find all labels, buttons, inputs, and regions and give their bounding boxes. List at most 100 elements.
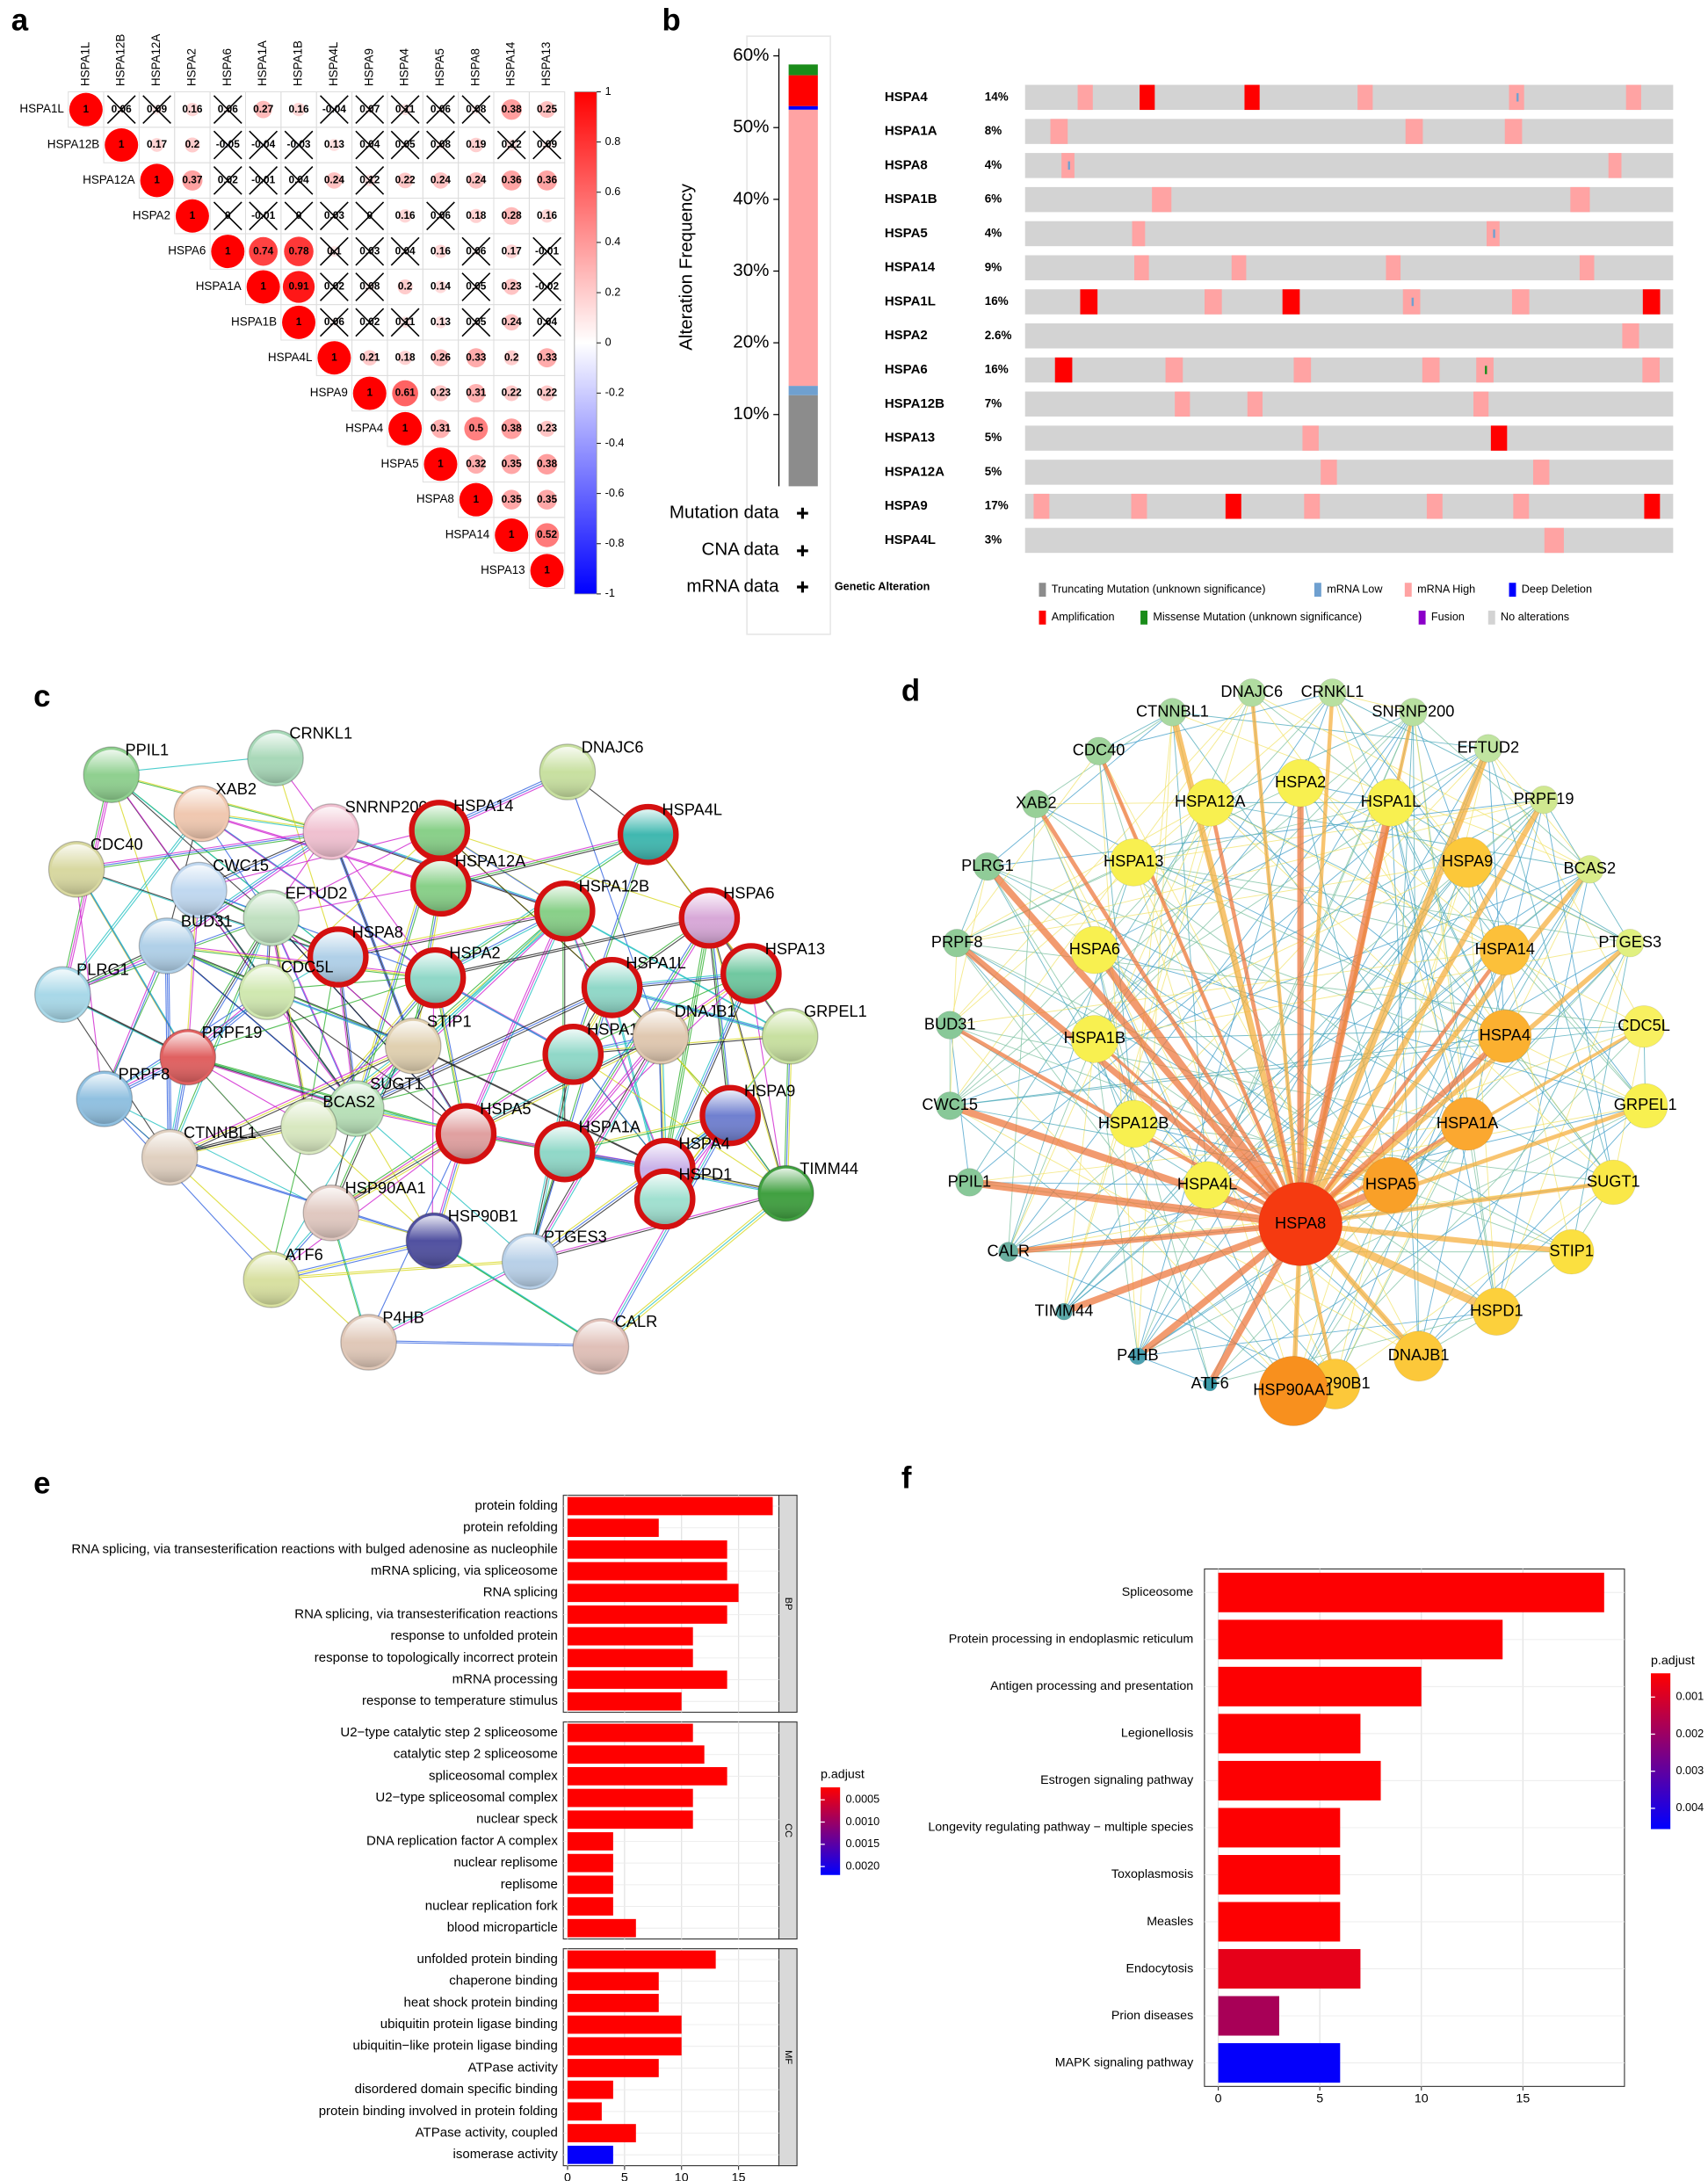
row-label: HSPA14	[445, 528, 490, 541]
track-label: CNA data	[702, 539, 780, 559]
altered-samples	[1608, 153, 1622, 178]
edge	[271, 917, 357, 1109]
node-label: HSPA12A	[455, 852, 526, 870]
correlation-value: 0.74	[253, 244, 273, 257]
insignificant-cross	[319, 201, 349, 231]
edge	[197, 828, 438, 889]
correlation-value: 0.17	[147, 138, 167, 150]
edge	[564, 910, 666, 1169]
node-sheen	[37, 969, 88, 1020]
insignificant-cross	[496, 130, 526, 160]
correlation-circle	[459, 482, 493, 517]
correlation-circle	[539, 385, 555, 402]
correlation-circle	[423, 447, 458, 482]
edge	[431, 975, 435, 1240]
correlation-value: 1	[366, 387, 373, 399]
edge	[1332, 692, 1545, 801]
edge	[571, 1052, 785, 1192]
correlation-value: 0.5	[469, 422, 484, 434]
correlation-circle	[539, 209, 554, 223]
edge	[527, 1113, 729, 1261]
correlation-circle	[501, 98, 522, 120]
altered-samples	[1304, 493, 1321, 519]
frequency-label: 5%	[985, 431, 1002, 444]
gene-node	[1276, 758, 1325, 808]
correlation-value: 0.36	[537, 174, 557, 186]
cell	[528, 552, 566, 590]
insignificant-cross	[249, 201, 279, 231]
row-label: HSPA6	[168, 244, 206, 257]
edge	[165, 943, 434, 977]
bar	[567, 2080, 613, 2099]
insignificant-cross	[355, 308, 385, 337]
bar	[567, 1723, 693, 1743]
stacked-segment	[788, 386, 818, 395]
correlation-value: 0.22	[395, 174, 416, 186]
node-label: BUD31	[181, 912, 233, 930]
edge	[168, 1155, 433, 1240]
altered-samples	[1405, 119, 1423, 144]
correlation-circle	[397, 172, 414, 189]
correlation-circle	[464, 417, 489, 441]
edge	[366, 1259, 529, 1342]
altered-samples	[1422, 357, 1440, 383]
correlation-value: 0.38	[502, 422, 522, 434]
altered-samples	[1134, 255, 1149, 280]
edge	[410, 909, 564, 1045]
gene-node	[973, 851, 1002, 881]
category-label: replisome	[501, 1877, 558, 1892]
correlation-value: 0.24	[431, 174, 451, 186]
edge	[529, 1115, 731, 1263]
row-label: HSPA1A	[196, 279, 242, 293]
node-label: ATF6	[286, 1246, 323, 1264]
edge	[167, 1155, 368, 1342]
hub-edge	[1296, 801, 1395, 1225]
hub-edge	[1299, 1104, 1646, 1227]
frequency-label: 4%	[985, 226, 1002, 239]
edge	[1036, 801, 1211, 805]
edge	[1094, 1039, 1211, 1385]
node-label: TIMM44	[800, 1160, 858, 1177]
correlation-value: 0.25	[537, 103, 557, 115]
bar	[567, 1518, 659, 1538]
gene-node	[1473, 734, 1503, 763]
insignificant-cross	[461, 272, 491, 301]
altered-samples	[1426, 493, 1443, 519]
correlation-circle	[282, 305, 316, 339]
edge	[1292, 1025, 1645, 1392]
gene-node	[1185, 779, 1234, 827]
gene-node	[1440, 1097, 1494, 1151]
hub-edge	[1062, 1221, 1302, 1315]
node-label: CDC5L	[281, 959, 334, 976]
correlation-circle	[431, 349, 450, 366]
insignificant-cross	[355, 165, 385, 195]
colorbar	[821, 1787, 841, 1875]
gene-node	[1084, 736, 1113, 765]
mutation-tick	[1485, 366, 1487, 374]
correlation-circle	[432, 385, 449, 402]
edge	[271, 1261, 531, 1280]
insignificant-cross	[284, 130, 314, 160]
column-label: HSPA5	[433, 48, 446, 86]
bar	[567, 1627, 693, 1646]
node-label: HSPA9	[744, 1082, 795, 1099]
correlation-value: 0.13	[324, 138, 344, 150]
correlation-value: 1	[474, 493, 480, 505]
node-label: SUGT1	[1587, 1172, 1640, 1190]
facet-strip	[778, 1495, 798, 1714]
correlation-circle	[501, 418, 522, 439]
node-label: HSPA12A	[1175, 793, 1246, 810]
gene-node	[1202, 1376, 1218, 1392]
mutation-tick	[1516, 93, 1519, 102]
node-label: SNRNP200	[1371, 702, 1454, 720]
insignificant-cross	[249, 130, 279, 160]
altered-samples	[1386, 255, 1401, 280]
gene-node	[1158, 698, 1187, 727]
edge	[1133, 1123, 1614, 1183]
correlation-value: 0.31	[466, 387, 486, 399]
bar	[567, 1670, 727, 1689]
correlation-value: 1	[190, 209, 196, 221]
hub-edge	[1298, 692, 1335, 1225]
node-label: PTGES3	[544, 1228, 607, 1246]
